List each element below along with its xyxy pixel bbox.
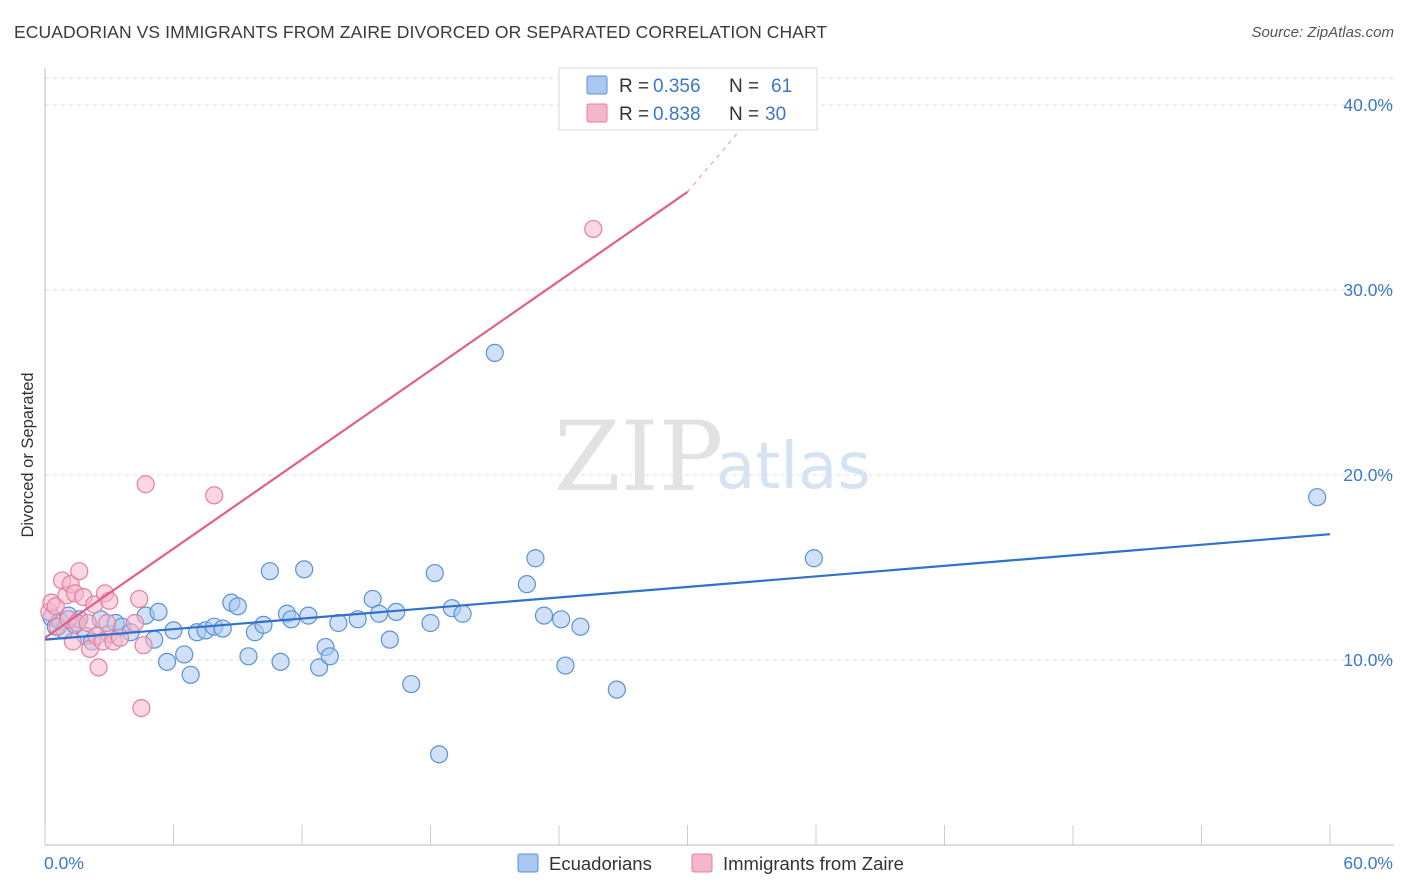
ecuadorian-point: [310, 658, 329, 677]
zaire-point: [132, 698, 151, 718]
ecuadorian-point: [228, 597, 247, 616]
y-tick-label: 30.0%: [1343, 280, 1393, 300]
ecuadorian-point: [213, 619, 232, 638]
legend-swatch-zaire: [586, 103, 608, 123]
ecuadorian-point: [320, 647, 339, 666]
ecuadorian-point: [380, 630, 399, 649]
ecuadorian-point: [607, 680, 626, 699]
legend-n-label-1: N =: [729, 76, 759, 97]
zaire-point: [70, 562, 89, 581]
ecuadorian-point: [804, 549, 823, 568]
zaire-point: [78, 613, 97, 633]
ecuadorian-point: [149, 602, 168, 622]
legend-r-value-1: 0.356: [653, 76, 701, 97]
x-tick-label-min: 0.0%: [44, 853, 84, 873]
ecuadorian-point: [571, 617, 590, 636]
legend-n-label-2: N =: [729, 104, 759, 125]
bottom-legend-label-zaire: Immigrants from Zaire: [723, 853, 904, 874]
ecuadorian-point: [260, 562, 279, 581]
legend-r-label-1: R =: [619, 76, 649, 97]
y-tick-labels: 10.0% 20.0% 30.0% 40.0%: [1343, 95, 1393, 670]
ecuadorian-point: [271, 652, 290, 671]
x-tick-label-max: 60.0%: [1343, 853, 1393, 873]
zaire-point: [89, 658, 108, 677]
ecuadorian-point: [517, 575, 536, 594]
ecuadorian-point: [1308, 488, 1327, 507]
trend-lines: [44, 100, 1331, 641]
legend-swatch-ecuadorians: [586, 75, 608, 95]
bottom-legend-label-ecuadorians: Ecuadorians: [549, 853, 652, 874]
ecuadorian-point: [556, 656, 575, 675]
chart-source: Source: ZipAtlas.com: [1251, 24, 1394, 41]
ecuadorian-point: [421, 613, 440, 633]
ecuadorian-point: [299, 606, 318, 625]
ecuadorian-point: [485, 343, 504, 362]
ecuadorian-point: [254, 615, 273, 634]
ecuadorian-point: [181, 665, 200, 684]
bottom-legend-swatch-ecuadorians: [517, 853, 539, 873]
y-axis-label: Divorced or Separated: [19, 372, 37, 537]
ecuadorian-point: [425, 563, 444, 583]
legend-r-label-2: R =: [619, 104, 649, 125]
zaire-point: [125, 613, 145, 633]
ecuadorian-point: [175, 645, 194, 664]
axis-layer: [44, 68, 1394, 846]
y-tick-label: 40.0%: [1343, 95, 1393, 115]
x-tick-labels: 0.0% 60.0%: [44, 825, 1393, 873]
legend-n-value-1: 61: [771, 76, 792, 97]
ecuadorian-point: [429, 745, 449, 764]
zaire-point: [205, 486, 224, 505]
ecuadorian-point: [453, 604, 472, 623]
grid-layer: [45, 77, 1394, 661]
watermark-atlas: atlas: [716, 430, 871, 504]
ecuadorian-point: [526, 549, 545, 568]
zaire-point: [98, 613, 117, 633]
chart-title: ECUADORIAN VS IMMIGRANTS FROM ZAIRE DIVO…: [14, 22, 828, 42]
legend-r-value-2: 0.838: [653, 104, 701, 125]
ecuadorian-point: [402, 674, 421, 694]
ecuadorian-point: [239, 647, 258, 666]
series-legend: Ecuadorians Immigrants from Zaire: [517, 853, 904, 874]
bottom-legend-swatch-zaire: [691, 853, 713, 873]
zaire-point: [136, 475, 155, 494]
ecuadorian-point: [552, 610, 571, 629]
zaire-point: [100, 591, 119, 610]
y-tick-label: 10.0%: [1343, 650, 1393, 670]
zaire-point: [134, 636, 153, 655]
zaire-point: [63, 632, 82, 651]
zaire-point: [46, 597, 65, 616]
zaire-point: [110, 628, 130, 647]
watermark: ZIP atlas: [554, 401, 871, 513]
ecuadorian-point: [157, 652, 177, 671]
zaire-point: [584, 219, 603, 239]
ecuadorian-point: [534, 606, 554, 625]
ecuadorian-point: [295, 560, 314, 579]
correlation-legend: R = 0.356 N = 61 R = 0.838 N = 30: [558, 67, 818, 131]
zaire-point: [130, 589, 149, 609]
watermark-zip: ZIP: [554, 401, 723, 513]
zaire-trend-line: [44, 191, 689, 639]
y-tick-label: 20.0%: [1343, 465, 1393, 485]
ecuadorians-trend-line: [44, 533, 1331, 641]
legend-n-value-2: 30: [765, 104, 786, 125]
